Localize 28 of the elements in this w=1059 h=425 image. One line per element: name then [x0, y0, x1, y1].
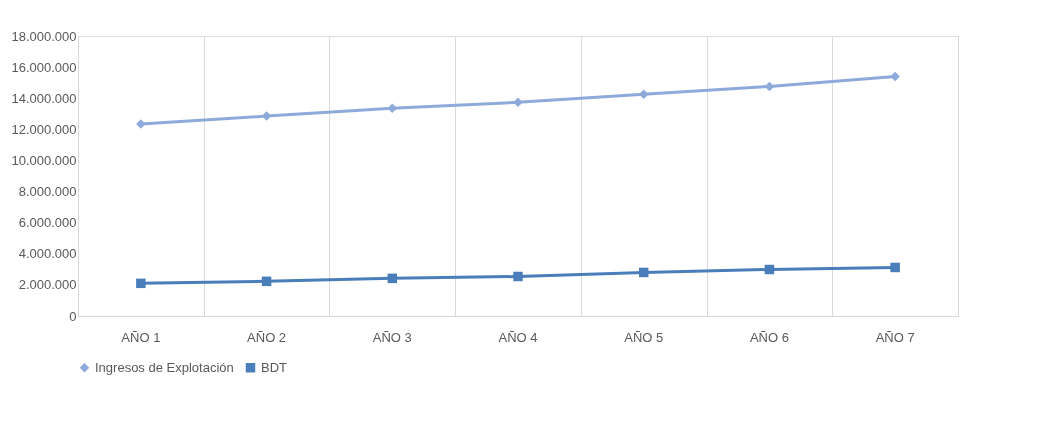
y-tick-label: 18.000.000 [11, 28, 77, 44]
point [261, 276, 272, 287]
point [890, 262, 900, 273]
point [764, 264, 775, 275]
y-tick-label: 8.000.000 [18, 184, 77, 200]
y-tick-label: 10.000.000 [11, 152, 77, 168]
x-tick-label: AÑO 6 [749, 330, 789, 345]
y-tick-label: 14.000.000 [11, 90, 77, 106]
point [513, 97, 523, 108]
legend-label: Ingresos de Explotación [95, 359, 234, 375]
point [387, 273, 398, 284]
y-tick-label: 12.000.000 [11, 121, 77, 137]
x-tick-label: AÑO 7 [875, 330, 915, 345]
point [513, 271, 523, 282]
point [890, 71, 900, 82]
x-tick-label: AÑO 3 [372, 330, 412, 345]
y-tick-label: 4.000.000 [18, 246, 77, 262]
legend-label: BDT [261, 359, 288, 375]
x-tick-label: AÑO 4 [498, 330, 538, 345]
x-tick-label: AÑO 2 [247, 330, 287, 345]
y-tick-label: 2.000.000 [18, 277, 77, 293]
x-tick-label: AÑO 5 [624, 330, 664, 345]
point [638, 267, 649, 278]
y-tick-label: 0 [69, 308, 77, 324]
y-tick-label: 6.000.000 [18, 215, 77, 231]
x-tick-label: AÑO 1 [121, 330, 161, 345]
point [136, 278, 146, 289]
y-tick-label: 16.000.000 [11, 59, 77, 75]
